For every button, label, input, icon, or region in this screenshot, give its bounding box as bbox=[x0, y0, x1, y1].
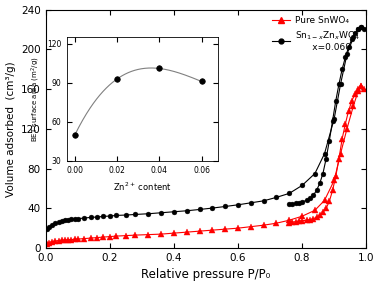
Y-axis label: BET surface area (m$^2$/g): BET surface area (m$^2$/g) bbox=[29, 56, 42, 142]
X-axis label: Zn$^{2+}$ content: Zn$^{2+}$ content bbox=[113, 180, 172, 193]
Y-axis label: Volume adsorbed  (cm³/g): Volume adsorbed (cm³/g) bbox=[6, 61, 16, 197]
X-axis label: Relative pressure P/P₀: Relative pressure P/P₀ bbox=[141, 268, 271, 282]
Legend: Pure SnWO₄, Sn$_{1-x}$Zn$_x$WO$_4$
      x=0.060: Pure SnWO₄, Sn$_{1-x}$Zn$_x$WO$_4$ x=0.0… bbox=[269, 12, 364, 56]
